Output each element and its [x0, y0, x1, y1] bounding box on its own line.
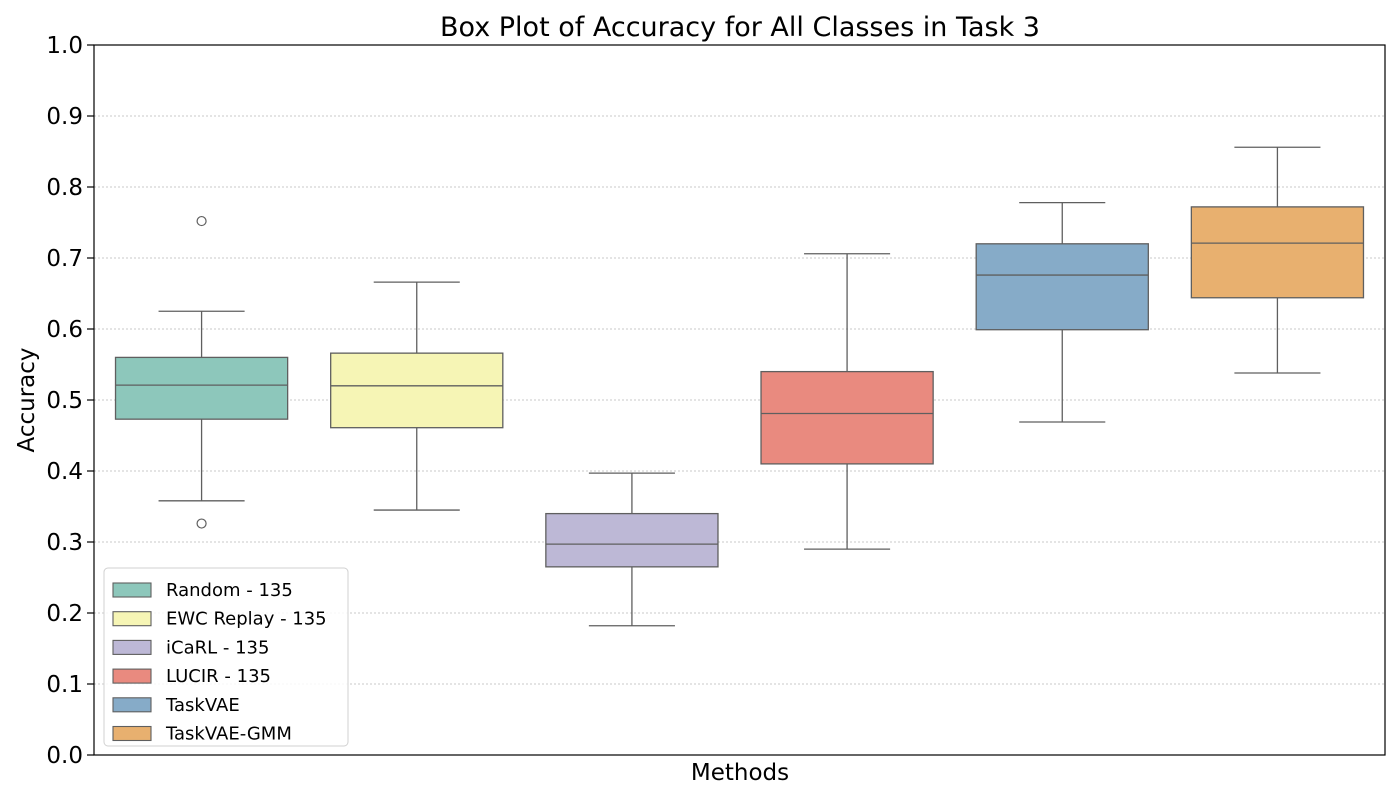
legend-entry-label: iCaRL - 135 — [166, 637, 269, 658]
gridlines — [94, 115, 1385, 685]
legend-swatch — [112, 725, 152, 742]
y-tick-label: 0.3 — [46, 530, 83, 556]
box-group — [114, 215, 289, 529]
legend-entry-label: Random - 135 — [166, 580, 293, 601]
box-group — [545, 472, 719, 627]
y-axis-ticks: 0.0 0.1 0.2 0.3 0.4 0.5 0.6 0.7 0.8 0.9 1.0 — [46, 33, 94, 769]
legend-entry-label: EWC Replay - 135 — [166, 609, 327, 630]
legend-entry-label: LUCIR - 135 — [166, 666, 271, 687]
y-tick-label: 0.6 — [46, 317, 83, 343]
legend: Random - 135 EWC Replay - 135 iCaRL - 135 L… — [103, 567, 349, 747]
boxes — [114, 146, 1365, 627]
y-axis-label: Accuracy — [14, 347, 40, 452]
y-tick-label: 0.9 — [46, 104, 83, 130]
box-iqr — [114, 356, 289, 420]
plot-area-frame — [93, 44, 1386, 756]
box-iqr — [545, 512, 719, 568]
box-group — [975, 201, 1149, 423]
y-tick-label: 0.0 — [46, 743, 83, 769]
y-tick-label: 0.5 — [46, 388, 83, 414]
legend-swatch — [112, 697, 152, 713]
box-iqr — [975, 243, 1149, 331]
legend-swatch — [112, 611, 152, 627]
box-group — [1190, 146, 1365, 374]
legend-entry-label: TaskVAE — [165, 695, 240, 716]
outlier-point — [196, 518, 207, 529]
y-tick-label: 0.7 — [46, 246, 83, 272]
outlier-point — [196, 215, 207, 227]
y-tick-label: 0.4 — [46, 459, 83, 485]
legend-swatch — [112, 582, 152, 598]
legend-swatch — [112, 639, 152, 655]
box-iqr — [760, 370, 934, 465]
y-tick-label: 0.8 — [46, 175, 83, 201]
box-group — [760, 253, 934, 550]
chart-title: Box Plot of Accuracy for All Classes in … — [440, 12, 1040, 43]
box-iqr — [330, 352, 504, 429]
box-group — [330, 281, 504, 511]
y-tick-label: 0.2 — [46, 601, 83, 627]
y-tick-label: 0.1 — [46, 672, 83, 698]
box-iqr — [1190, 206, 1365, 299]
legend-frame — [103, 567, 349, 747]
y-tick-label: 1.0 — [46, 33, 83, 59]
legend-entry-label: TaskVAE-GMM — [165, 724, 292, 745]
legend-swatch — [112, 668, 152, 684]
x-axis-label: Methods — [691, 760, 789, 786]
